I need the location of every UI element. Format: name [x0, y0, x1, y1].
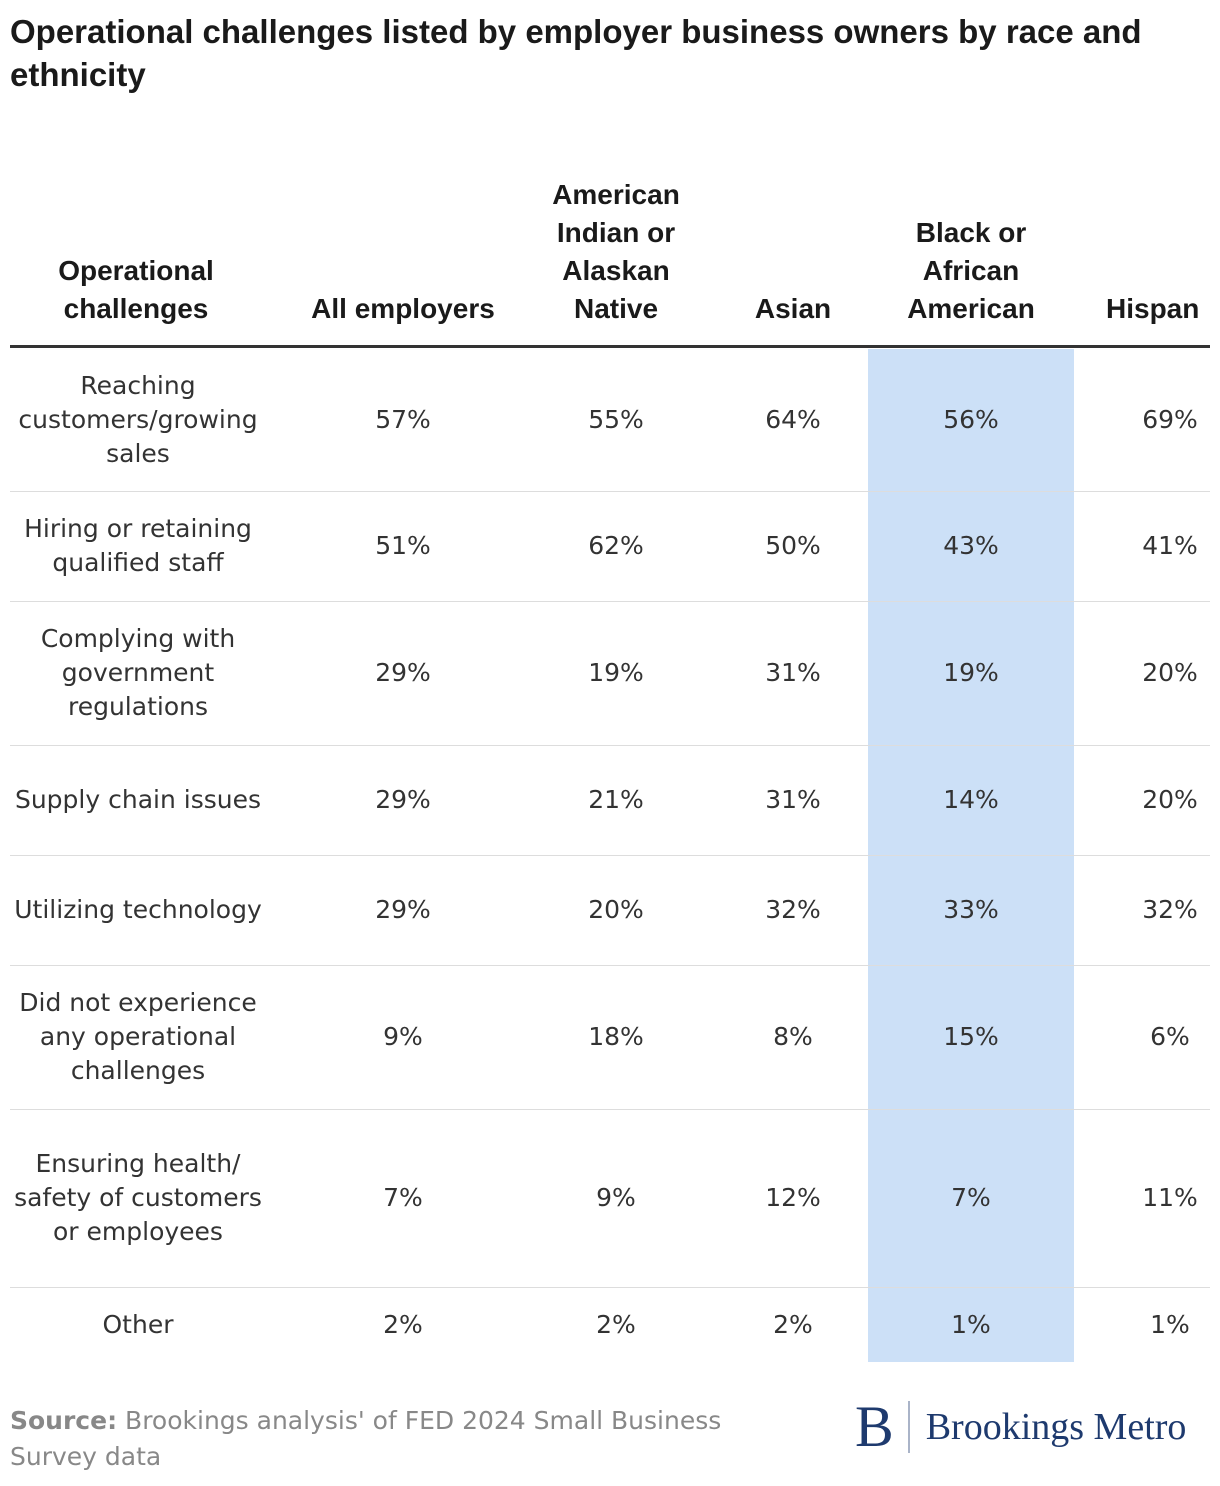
column-header: American Indian or Alaskan Native	[552, 179, 680, 324]
cell-value: 57%	[375, 404, 431, 434]
cell-value: 20%	[1142, 785, 1198, 814]
cell-value: 20%	[1142, 658, 1198, 687]
logo-text: Brookings Metro	[925, 1406, 1187, 1448]
cell-value: 7%	[383, 1183, 423, 1212]
row-label: Utilizing technology	[14, 895, 262, 924]
column-header: All employers	[311, 293, 495, 324]
column-header: Hispan	[1106, 293, 1200, 324]
row-rule	[10, 1109, 1210, 1110]
row-label: Supply chain issues	[14, 785, 262, 814]
cell-value: 7%	[951, 1183, 991, 1212]
cell-value: 11%	[1142, 1183, 1198, 1212]
cell-value: 12%	[765, 1183, 821, 1212]
row-rule	[10, 965, 1210, 966]
cell-value: 9%	[596, 1183, 636, 1212]
cell-value: 29%	[375, 658, 431, 687]
title: Operational challenges listed by employe…	[10, 13, 1142, 93]
row-label: Did not experience any operational chall…	[19, 988, 257, 1085]
cell-value: 31%	[765, 785, 821, 814]
cell-value: 1%	[1150, 1309, 1190, 1339]
logo-mark: B	[855, 1394, 894, 1459]
cell-value: 1%	[951, 1309, 991, 1339]
cell-value: 19%	[588, 658, 644, 687]
cell-value: 2%	[596, 1309, 636, 1339]
cell-value: 32%	[1142, 895, 1198, 924]
cell-value: 50%	[765, 531, 821, 560]
cell-value: 21%	[588, 785, 644, 814]
cell-value: 8%	[773, 1022, 813, 1051]
cell-value: 69%	[1142, 404, 1198, 434]
row-rule	[10, 601, 1210, 602]
source: Source: Brookings analysis' of FED 2024 …	[10, 1403, 750, 1475]
cell-value: 18%	[588, 1022, 644, 1051]
row-rule	[10, 745, 1210, 746]
cell-value: 43%	[943, 531, 999, 560]
cell-value: 62%	[588, 531, 644, 560]
row-label: Other	[102, 1309, 174, 1339]
row-label: Ensuring health/ safety of customers or …	[14, 1149, 262, 1246]
source-label: Source:	[10, 1406, 118, 1435]
cell-value: 29%	[375, 785, 431, 814]
cell-value: 14%	[943, 785, 999, 814]
cell-value: 29%	[375, 895, 431, 924]
header-rule	[10, 345, 1210, 348]
row-rule	[10, 1287, 1210, 1288]
cell-value: 6%	[1150, 1022, 1190, 1051]
cell-value: 56%	[943, 404, 999, 434]
source-text: Brookings analysis' of FED 2024 Small Bu…	[10, 1406, 722, 1471]
cell-value: 33%	[943, 895, 999, 924]
row-label: Complying with government regulations	[40, 624, 236, 721]
column-header: Operational challenges	[58, 255, 214, 324]
logo-divider	[907, 1401, 910, 1453]
column-header: Asian	[754, 293, 832, 324]
cell-value: 32%	[765, 895, 821, 924]
cell-value: 31%	[765, 658, 821, 687]
cell-value: 41%	[1142, 531, 1198, 560]
cell-value: 51%	[375, 531, 431, 560]
column-header: Black or African American	[907, 217, 1035, 324]
cell-value: 2%	[383, 1309, 423, 1339]
row-label: Reaching customers/growing sales	[18, 370, 258, 468]
row-label: Hiring or retaining qualified staff	[24, 514, 252, 577]
cell-value: 15%	[943, 1022, 999, 1051]
logo: B Brookings Metro	[855, 1398, 1186, 1456]
cell-value: 20%	[588, 895, 644, 924]
cell-value: 2%	[773, 1309, 813, 1339]
row-rule	[10, 855, 1210, 856]
cell-value: 64%	[765, 404, 821, 434]
row-rule	[10, 491, 1210, 492]
cell-value: 55%	[588, 404, 644, 434]
cell-value: 19%	[943, 658, 999, 687]
cell-value: 9%	[383, 1022, 423, 1051]
